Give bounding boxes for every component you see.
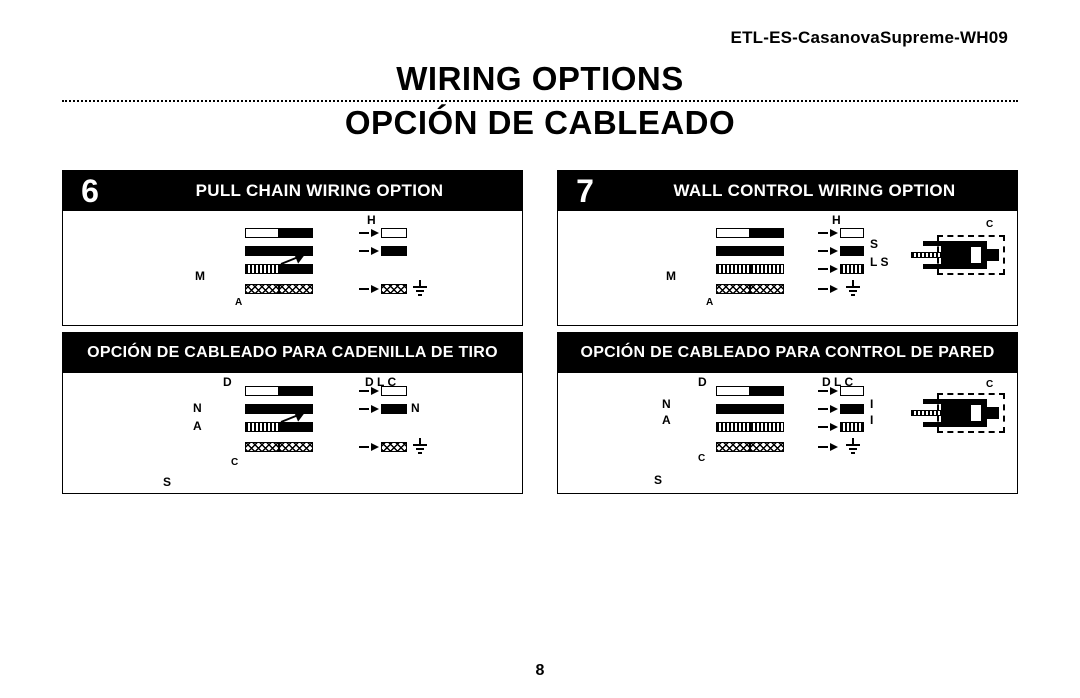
arrow-icon — [371, 247, 379, 255]
arrow-icon — [830, 265, 838, 273]
label-n: N — [662, 397, 671, 411]
ground-icon — [411, 440, 429, 454]
page-number: 8 — [0, 662, 1080, 680]
label-s: S — [870, 237, 878, 251]
arrow-icon — [830, 443, 838, 451]
label-a: A — [193, 419, 202, 433]
arrow-icon — [830, 423, 838, 431]
right-wire-block-en — [818, 225, 864, 299]
panel-6-es: OPCIÓN DE CABLEADO PARA CADENILLA DE TIR… — [62, 332, 523, 494]
panel-group-6: 6 PULL CHAIN WIRING OPTION H M A — [62, 170, 523, 500]
ground-icon — [411, 282, 429, 296]
panel-title-es: OPCIÓN DE CABLEADO PARA CADENILLA DE TIR… — [63, 333, 522, 373]
panel-number: 6 — [63, 171, 117, 211]
product-code: ETL-ES-CasanovaSupreme-WH09 — [731, 28, 1008, 48]
title-english: WIRING OPTIONS — [62, 60, 1018, 98]
label-a: A — [235, 297, 242, 308]
label-i: I — [870, 397, 873, 411]
left-wire-block-es — [716, 383, 784, 457]
label-c: C — [231, 457, 238, 468]
panel-title-en: PULL CHAIN WIRING OPTION — [117, 171, 522, 211]
label-n: N — [193, 401, 202, 415]
panel-title-es: OPCIÓN DE CABLEADO PARA CONTROL DE PARED — [558, 333, 1017, 373]
arrow-icon — [371, 443, 379, 451]
label-s: S — [654, 473, 662, 487]
diagram-columns: 6 PULL CHAIN WIRING OPTION H M A — [62, 170, 1018, 500]
right-wire-block-es — [818, 383, 864, 457]
panel-group-7: 7 WALL CONTROL WIRING OPTION H M A S L S… — [557, 170, 1018, 500]
label-m: M — [666, 269, 676, 283]
label-d: D — [223, 375, 232, 389]
panel-title-en: WALL CONTROL WIRING OPTION — [612, 171, 1017, 211]
page-title-block: WIRING OPTIONS OPCIÓN DE CABLEADO — [62, 60, 1018, 142]
arrow-icon — [830, 405, 838, 413]
dotted-divider — [62, 100, 1018, 102]
label-a: A — [706, 297, 713, 308]
arrow-icon — [371, 229, 379, 237]
arrow-icon — [830, 247, 838, 255]
ground-icon — [844, 440, 862, 454]
ground-icon — [844, 282, 862, 296]
label-m: M — [195, 269, 205, 283]
panel-6-en: 6 PULL CHAIN WIRING OPTION H M A — [62, 170, 523, 326]
label-ls: L S — [870, 255, 888, 269]
arrow-icon — [830, 229, 838, 237]
wall-control-icon — [939, 227, 1003, 283]
panel-7-en: 7 WALL CONTROL WIRING OPTION H M A S L S… — [557, 170, 1018, 326]
label-d: D — [698, 375, 707, 389]
left-wire-block-es — [245, 383, 313, 457]
right-wire-block-en — [359, 225, 429, 299]
label-c: C — [698, 453, 705, 464]
label-i2: I — [870, 413, 873, 427]
right-wire-block-es — [359, 383, 429, 457]
arrow-icon — [371, 387, 379, 395]
wall-control-icon — [939, 385, 1003, 441]
left-wire-block-en — [716, 225, 784, 299]
label-a: A — [662, 413, 671, 427]
panel-number: 7 — [558, 171, 612, 211]
left-wire-block-en — [245, 225, 313, 299]
label-s: S — [163, 475, 171, 489]
arrow-icon — [371, 285, 379, 293]
panel-7-es: OPCIÓN DE CABLEADO PARA CONTROL DE PARED… — [557, 332, 1018, 494]
arrow-icon — [371, 405, 379, 413]
title-spanish: OPCIÓN DE CABLEADO — [62, 104, 1018, 142]
arrow-icon — [830, 285, 838, 293]
arrow-icon — [830, 387, 838, 395]
